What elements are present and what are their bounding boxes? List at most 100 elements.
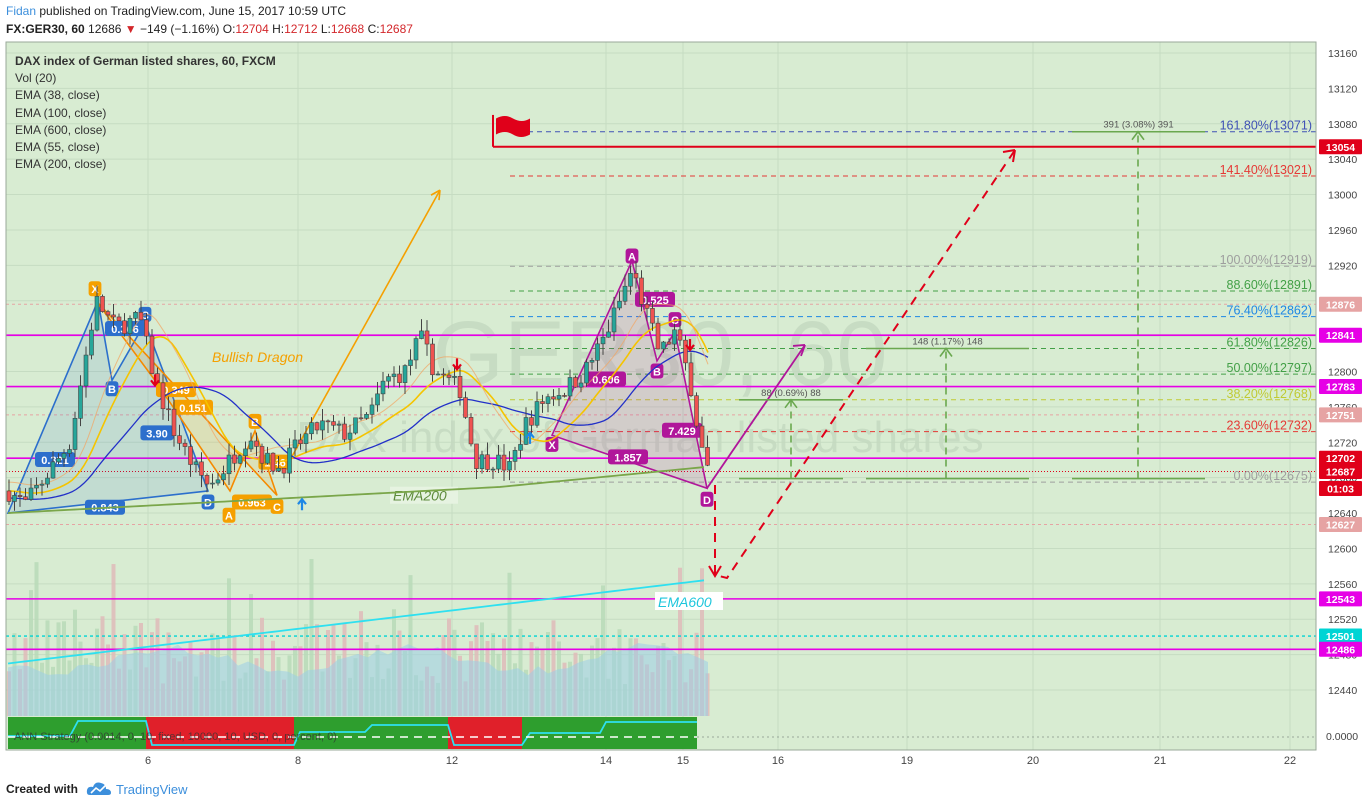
red-flag-icon	[496, 115, 530, 137]
created-with-label: Created with	[6, 782, 79, 796]
point-b-label-blue: B	[105, 381, 119, 397]
candle	[188, 434, 193, 477]
footer: Created with TradingView	[0, 774, 1372, 806]
candle	[622, 274, 628, 306]
candle	[639, 270, 644, 312]
candle	[452, 367, 457, 385]
price-badge: 12876	[1319, 296, 1362, 312]
price-badge-label: 12702	[1326, 453, 1355, 465]
candle	[633, 261, 639, 289]
candle	[644, 296, 650, 321]
legend-vol[interactable]: Vol (20)	[15, 71, 57, 86]
ema-55-line	[7, 303, 709, 486]
ema600-label: EMA600	[655, 592, 723, 610]
candle	[221, 465, 226, 486]
candle	[611, 296, 617, 341]
legend-ema-100[interactable]: EMA (100, close)	[15, 105, 107, 120]
y-tick-label: 12600	[1328, 543, 1357, 555]
price-badge: 12543	[1319, 591, 1362, 607]
candle	[292, 429, 298, 457]
legend-ema-200[interactable]: EMA (200, close)	[15, 157, 107, 172]
volume-bar	[551, 620, 556, 716]
author-name[interactable]: Fidan	[6, 4, 37, 18]
x-tick-label: 20	[1027, 755, 1039, 767]
candle	[149, 329, 155, 375]
candle	[655, 317, 661, 350]
ema-200-line	[7, 466, 705, 514]
fib-label: 50.00%(12797)	[1227, 361, 1312, 375]
candle	[490, 466, 496, 479]
point-x-label-orange: X	[88, 281, 102, 297]
candle	[23, 488, 28, 501]
high-label: H:	[272, 22, 285, 36]
volume-bar	[29, 590, 33, 716]
volume-bar	[56, 622, 61, 716]
candle	[138, 300, 144, 321]
price-badge: 12841	[1319, 327, 1362, 343]
pattern-label: 7.429	[668, 426, 696, 438]
candle	[336, 420, 342, 434]
fib-label: 61.80%(12826)	[1227, 335, 1312, 349]
x-tick-label: 14	[600, 755, 612, 767]
down-arrow-icon: ▼	[124, 22, 137, 36]
indicator-tick-label: 0.0000	[1326, 731, 1358, 743]
measure-tool-large: 391 (3.08%) 391	[1072, 120, 1205, 480]
candle	[34, 477, 39, 496]
candle	[94, 285, 100, 332]
close-label: C:	[367, 22, 380, 36]
ema-600-line	[7, 579, 705, 665]
candle	[683, 335, 688, 371]
tradingview-cloud-icon	[86, 782, 111, 795]
last-price: 12686	[88, 22, 122, 36]
candle	[309, 417, 314, 440]
point-d-label-purple: D	[700, 491, 714, 507]
signal-arrow-icon	[150, 374, 160, 388]
candle	[204, 473, 210, 493]
volume-bar	[227, 578, 231, 716]
measure-label: 391 (3.08%) 391	[1103, 120, 1173, 131]
candle	[193, 459, 199, 473]
candle	[578, 375, 584, 393]
candle	[661, 340, 666, 353]
price-badge: 12751	[1319, 407, 1362, 423]
point-a-label-orange: A	[222, 507, 236, 523]
fib-label: 141.40%(13021)	[1220, 163, 1312, 177]
legend-ema-55[interactable]: EMA (55, close)	[15, 140, 100, 155]
time-axis: 6 8 12 14 15 16 19 20 21 22	[145, 755, 1296, 767]
y-tick-label: 12800	[1328, 367, 1357, 379]
legend-ema-600[interactable]: EMA (600, close)	[15, 122, 107, 137]
symbol-line: FX:GER30, 60 12686 ▼ −149 (−1.16%) O:127…	[6, 22, 413, 36]
candle	[468, 413, 474, 447]
candle	[50, 451, 56, 479]
measure-label: 148 (1.17%) 148	[912, 336, 982, 347]
tradingview-brand[interactable]: TradingView	[116, 782, 188, 797]
candle	[12, 491, 17, 511]
fib-label: 38.20%(12768)	[1227, 387, 1312, 401]
candle	[479, 450, 485, 474]
price-badge-label: 13054	[1326, 142, 1355, 154]
y-tick-label: 13160	[1328, 48, 1357, 60]
y-tick-label: 12520	[1328, 614, 1357, 626]
pattern-label: X	[91, 284, 99, 296]
volume-bar	[309, 558, 314, 716]
volume-bar	[73, 609, 77, 716]
candle	[314, 421, 320, 435]
volume-bar	[34, 562, 39, 716]
candle	[358, 406, 364, 421]
fib-label: 161.80%(13071)	[1220, 119, 1312, 133]
candle	[545, 393, 551, 413]
candle	[507, 451, 512, 481]
legend-ema-38[interactable]: EMA (38, close)	[15, 88, 100, 103]
ratio-label: 1.857	[608, 449, 648, 465]
price-badge: 01:03	[1319, 480, 1362, 496]
price-badge-label: 12783	[1326, 382, 1355, 394]
candle	[589, 357, 595, 370]
candle	[17, 487, 23, 507]
candle	[248, 432, 254, 452]
candle	[617, 291, 622, 311]
ratio-label: 0.963	[232, 494, 272, 510]
volume-bar	[62, 621, 66, 716]
candle	[166, 396, 171, 421]
candle	[523, 407, 529, 445]
